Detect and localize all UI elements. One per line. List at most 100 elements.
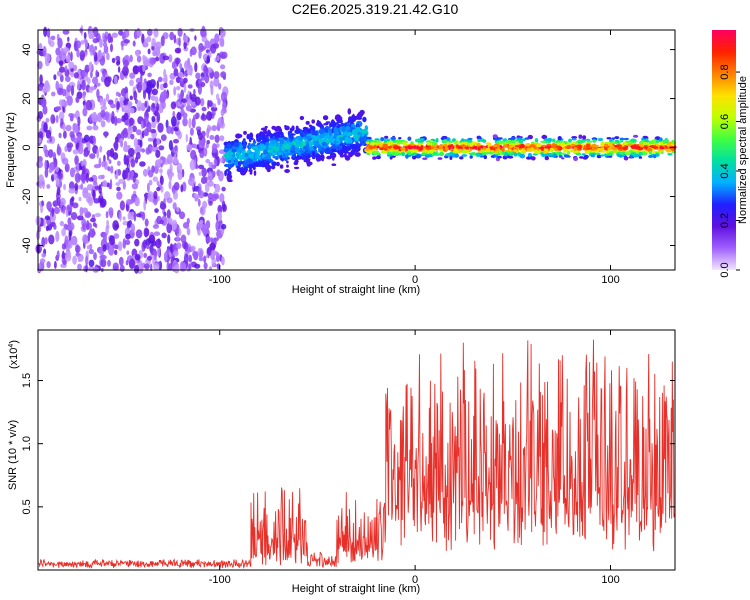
spectrogram-cell	[489, 151, 494, 155]
spectrogram-cell	[599, 147, 604, 152]
spectrogram-cell	[153, 190, 158, 200]
spectrogram-cell	[561, 157, 565, 160]
spectrogram-cell	[667, 153, 673, 156]
spectrogram-cell	[379, 144, 383, 148]
spectrogram-cell	[69, 131, 75, 138]
spectrogram-cell	[119, 211, 122, 222]
spectrogram-cell	[295, 135, 302, 140]
spectrogram-cell	[146, 121, 152, 133]
spectrogram-cell	[240, 166, 245, 173]
spectrogram-cell	[176, 207, 180, 212]
spectrogram-cell	[147, 169, 154, 178]
spectrogram-cell	[213, 77, 220, 87]
spectrogram-cell	[114, 116, 118, 126]
spectrogram-cell	[174, 47, 181, 54]
spectrogram-cell	[123, 39, 130, 44]
spectrogram-cell	[55, 115, 59, 123]
spectrogram-cell	[147, 191, 154, 202]
spectrogram-cell	[140, 82, 147, 91]
spectrogram-cell	[584, 138, 591, 141]
spectrogram-cell	[558, 151, 563, 156]
spectrogram-cell	[147, 137, 154, 142]
spectrogram-cell	[86, 220, 90, 231]
spectrogram-cell	[116, 101, 120, 110]
spectrogram-cell	[58, 99, 65, 107]
spectrogram-cell	[113, 140, 119, 151]
spectrogram-cell	[115, 91, 120, 97]
spectrogram-cell	[449, 155, 453, 160]
spectrogram-cell	[102, 244, 107, 252]
spectrogram-cell	[287, 152, 293, 156]
spectrogram-cell	[64, 65, 68, 72]
spectrogram-cell	[560, 152, 566, 155]
spectrogram-cell	[39, 258, 46, 264]
spectrogram-cell	[183, 253, 189, 265]
spectrogram-cell	[485, 142, 492, 145]
spectrogram-cell	[136, 55, 142, 63]
spectrogram-cell	[238, 148, 242, 152]
spectrogram-cell	[272, 155, 276, 159]
snr-xtick-label: 100	[601, 574, 619, 586]
spectrogram-xlabel: Height of straight line (km)	[292, 284, 420, 296]
spectrogram-cell	[475, 152, 480, 156]
spectrogram-cell	[79, 50, 86, 61]
spectrogram-cell	[262, 137, 268, 143]
spectrogram-cell	[617, 146, 624, 150]
spectrogram-cell	[110, 103, 117, 109]
spectrogram-cell	[375, 150, 379, 153]
spectrogram-cell	[485, 147, 491, 152]
spectrogram-cell	[176, 57, 179, 67]
spectrogram-cell	[368, 145, 374, 150]
spectrogram-cell	[215, 93, 220, 101]
spectrogram-ytick-label: 20	[21, 92, 33, 104]
spectrogram-cell	[333, 134, 337, 140]
spectrogram-cell	[148, 234, 156, 244]
spectrogram-cell	[128, 106, 132, 114]
spectrogram-cell	[209, 112, 212, 121]
spectrogram-cell	[182, 112, 188, 119]
spectrogram-cell	[217, 204, 223, 214]
spectrogram-cell	[329, 152, 337, 159]
spectrogram-cell	[221, 51, 228, 59]
spectrogram-cell	[570, 149, 575, 153]
spectrogram-cell	[424, 154, 431, 158]
snr-ytick-label: 1.0	[21, 436, 33, 451]
spectrogram-cell	[126, 250, 130, 255]
spectrogram-cell	[464, 146, 470, 149]
spectrogram-cell	[426, 141, 431, 146]
spectrogram-cell	[514, 145, 520, 148]
spectrogram-cell	[200, 72, 205, 78]
spectrogram-cell	[231, 148, 237, 153]
spectrogram-cell	[193, 88, 196, 95]
spectrogram-cell	[226, 174, 232, 182]
spectrogram-cell	[627, 143, 632, 147]
spectrogram-cell	[45, 225, 50, 232]
spectrogram-cell	[571, 138, 577, 141]
spectrogram-cell	[341, 144, 347, 150]
spectrogram-cell	[115, 182, 121, 186]
spectrogram-cell	[189, 91, 192, 100]
spectrogram-cell	[93, 198, 100, 204]
spectrogram-cell	[125, 239, 131, 245]
spectrogram-cell	[155, 238, 162, 249]
spectrogram-cell	[88, 31, 95, 39]
spectrogram-cell	[93, 252, 97, 261]
spectrogram-cell	[263, 156, 269, 160]
spectrogram-cell	[459, 156, 464, 160]
spectrogram-cell	[69, 115, 74, 122]
spectrogram-cell	[185, 105, 192, 112]
spectrogram-cell	[128, 147, 135, 157]
spectrogram-cell	[63, 130, 67, 139]
spectrogram-cell	[151, 145, 159, 152]
spectrogram-cell	[159, 91, 167, 103]
spectrogram-cell	[166, 197, 173, 204]
spectrogram-cell	[384, 135, 389, 139]
spectrogram-marks	[35, 24, 677, 275]
spectrogram-cell	[69, 167, 75, 178]
spectrogram-cell	[74, 182, 79, 191]
spectrogram-cell	[317, 120, 322, 128]
spectrogram-cell	[41, 236, 46, 248]
spectrogram-cell	[416, 145, 420, 150]
spectrogram-cell	[72, 149, 79, 155]
spectrogram-cell	[122, 65, 129, 77]
